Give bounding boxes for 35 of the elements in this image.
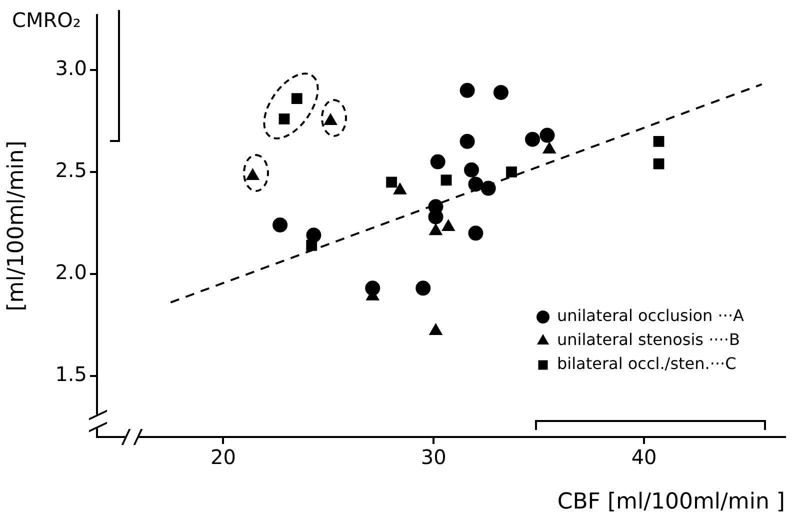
point [460, 82, 475, 98]
point [386, 176, 398, 188]
legend-label: unilateral stenosis ····B [557, 330, 740, 350]
point [460, 134, 475, 149]
y-tick-label: 2.0 [55, 260, 87, 284]
point [291, 93, 302, 104]
point [272, 217, 288, 232]
point [506, 166, 517, 178]
point [525, 132, 540, 147]
point [542, 142, 556, 154]
point [653, 158, 664, 170]
point [442, 220, 455, 232]
point [429, 224, 442, 236]
y-tick-label: 2.5 [55, 158, 87, 182]
point [480, 180, 496, 196]
x-tick-label: 40 [631, 445, 657, 470]
point [464, 162, 480, 178]
x-tick-label: 30 [420, 445, 446, 470]
point [306, 240, 318, 251]
y-tick-label: 1.5 [55, 362, 87, 386]
y-axis-title: [ml/100ml/min] [4, 140, 29, 312]
x-tick-label: 20 [210, 445, 236, 470]
point [540, 128, 555, 143]
point [440, 174, 452, 186]
y-tick-label: 3.0 [55, 56, 87, 80]
text: CMRO₂ [12, 8, 81, 32]
x-axis-title: CBF [ml/100ml/min ] [557, 490, 785, 515]
point [493, 84, 508, 100]
point [416, 280, 431, 296]
legend-label: unilateral occlusion ···A [557, 306, 744, 326]
point [468, 226, 484, 241]
legend-label: bilateral occl./sten.···C [557, 354, 736, 374]
point [278, 114, 290, 124]
point [653, 136, 664, 147]
point [430, 154, 446, 170]
